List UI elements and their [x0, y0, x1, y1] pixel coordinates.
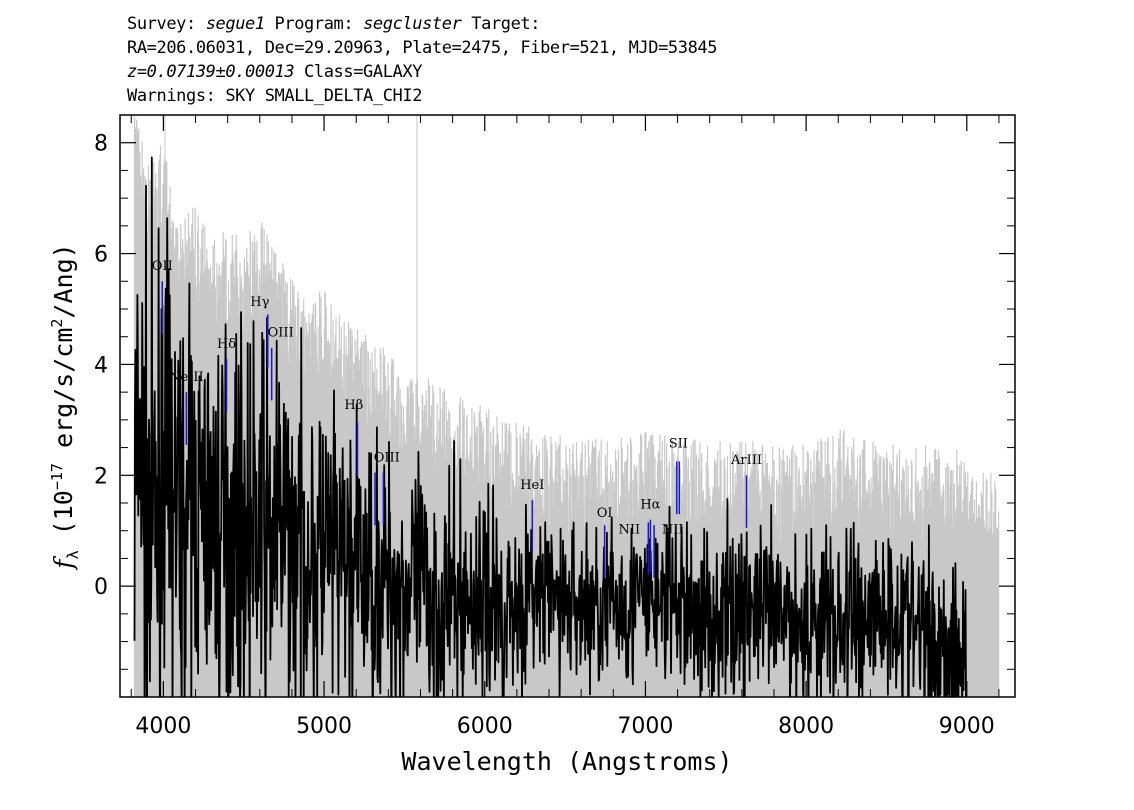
x-tick-label: 6000	[457, 714, 513, 739]
emission-line-layer: OIINeIIIHδHγOIIIHβOIIIHeIOINIIHαNIISIIAr…	[152, 259, 762, 578]
x-tick-label: 4000	[135, 714, 191, 739]
emission-line-label: NII	[619, 522, 641, 537]
y-tick-label: 0	[94, 575, 108, 600]
x-tick-label: 8000	[778, 714, 834, 739]
header-line-2: RA=206.06031, Dec=29.20963, Plate=2475, …	[127, 38, 718, 58]
header-line-1: Survey: segue1 Program: segcluster Targe…	[127, 14, 541, 34]
x-tick-label: 7000	[617, 714, 673, 739]
flux-layer	[133, 156, 967, 697]
flux-line	[133, 156, 967, 697]
emission-line-label: HeI	[520, 478, 544, 493]
class-value: Class=GALAXY	[294, 62, 423, 82]
emission-line-label: OII	[152, 259, 173, 274]
emission-line-label: ArIII	[730, 453, 762, 468]
tick-layer: 4000 5000 6000 7000 8000 9000 0 2 4 6 8	[94, 114, 1015, 739]
y-tick-label: 2	[94, 464, 108, 489]
program-key: Program:	[264, 14, 364, 34]
program-value: segcluster	[363, 14, 462, 34]
emission-line-label: Hβ	[344, 398, 363, 413]
emission-line-label: Hδ	[217, 337, 236, 352]
emission-line-label: OIII	[268, 326, 294, 341]
x-tick-label: 5000	[296, 714, 352, 739]
emission-line-label: Hα	[640, 498, 660, 513]
y-axis-label: fλ (10−17 erg/s/cm2/Ang)	[48, 243, 82, 570]
emission-line-label: OIII	[374, 450, 400, 465]
survey-value: segue1	[205, 14, 265, 34]
plot-frame	[119, 114, 1016, 698]
emission-line-label: SII	[669, 437, 688, 452]
emission-line-label: NII	[662, 522, 684, 537]
x-tick-label: 9000	[939, 714, 995, 739]
emission-line-label: Hγ	[250, 295, 269, 310]
emission-line-label: OI	[597, 506, 613, 521]
y-tick-label: 6	[94, 243, 108, 268]
header-line-3: z=0.07139±0.00013 Class=GALAXY	[127, 62, 422, 82]
y-tick-label: 8	[94, 132, 108, 157]
survey-key: Survey:	[127, 14, 206, 34]
y-tick-label: 4	[94, 353, 108, 378]
emission-line-label: NeIII	[169, 370, 203, 385]
redshift-value: z=0.07139±0.00013	[127, 62, 295, 82]
x-axis-label: Wavelength (Angstroms)	[401, 747, 732, 776]
header-line-4: Warnings: SKY SMALL_DELTA_CHI2	[127, 86, 423, 106]
target-key: Target:	[461, 14, 541, 34]
